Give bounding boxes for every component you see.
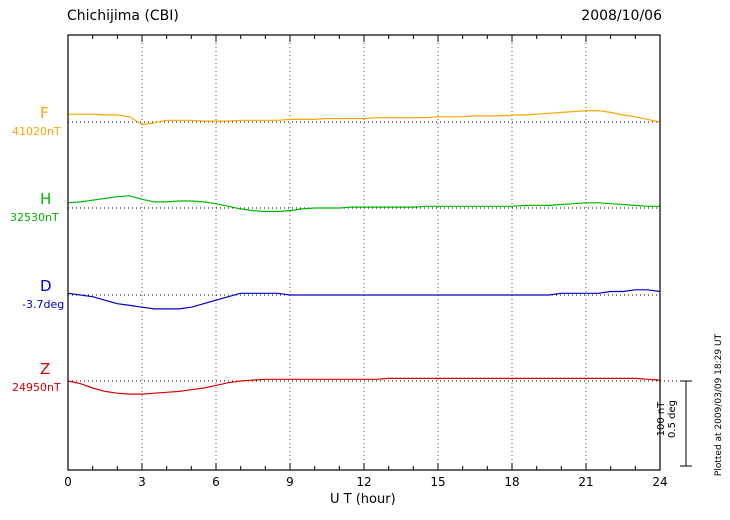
x-tick-label: 12: [356, 475, 371, 489]
x-tick-label: 3: [138, 475, 146, 489]
series-label-z: Z: [40, 360, 51, 378]
plotted-at-note: Plotted at 2009/03/09 18:29 UT: [714, 333, 724, 477]
series-label-d: D: [40, 277, 52, 295]
plot-date: 2008/10/06: [581, 8, 662, 24]
series-baseline-h: 32530nT: [10, 211, 59, 224]
x-tick-label: 15: [430, 475, 445, 489]
x-tick-label: 6: [212, 475, 220, 489]
x-tick-label: 21: [578, 475, 593, 489]
x-tick-label: 9: [286, 475, 294, 489]
series-baseline-z: 24950nT: [12, 381, 61, 394]
series-label-h: H: [40, 190, 52, 208]
station-title: Chichijima (CBI): [67, 8, 179, 24]
scale-bar-deg-label: 0.5 deg: [667, 400, 678, 438]
x-tick-label: 24: [652, 475, 667, 489]
scale-bar-nt-label: 100 nT: [656, 401, 667, 437]
x-axis-label: U T (hour): [330, 492, 396, 507]
series-baseline-f: 41020nT: [12, 125, 61, 138]
series-baseline-d: -3.7deg: [22, 298, 65, 311]
x-tick-label: 18: [504, 475, 519, 489]
scale-bar-label: 100 nT 0.5 deg: [656, 374, 678, 464]
series-label-f: F: [40, 104, 49, 122]
x-tick-label: 0: [64, 475, 72, 489]
